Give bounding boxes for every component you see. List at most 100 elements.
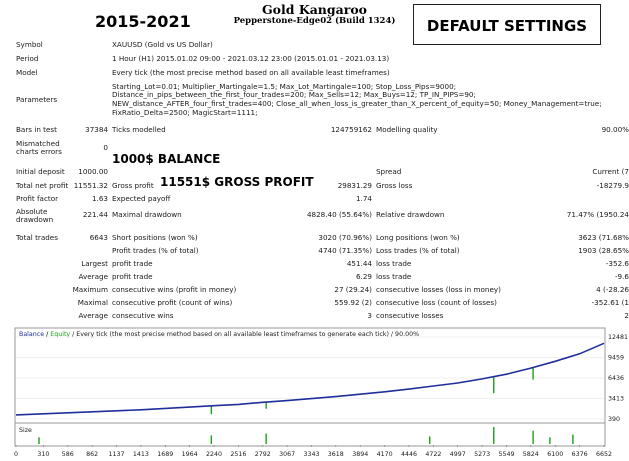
long-positions-label: Long positions (won %)	[376, 233, 460, 242]
spread-value: Current (7	[592, 167, 629, 176]
average-label: Average	[78, 272, 108, 281]
maximal-drawdown-value: 4828.40 (55.64%)	[306, 210, 372, 219]
y-tick-label: 6436	[608, 375, 624, 382]
symbol-label: Symbol	[16, 40, 43, 49]
y-tick-label: 9459	[608, 355, 624, 362]
net-profit-value: 11551.32	[73, 181, 108, 190]
initial-deposit-value: 1000.00	[78, 167, 108, 176]
absolute-drawdown-value: 221.44	[82, 210, 108, 219]
max-consecutive-wins-value: 27 (29.24)	[334, 285, 372, 294]
profit-factor-label: Profit factor	[16, 194, 59, 203]
largest-profit-value: 451.44	[346, 259, 372, 268]
balance-series-line	[15, 342, 605, 416]
x-tick-label: 4170	[377, 451, 393, 458]
size-bar	[572, 434, 574, 444]
x-tick-label: 6376	[572, 451, 588, 458]
absolute-drawdown-label: Absolute	[16, 207, 48, 216]
avg-consecutive-losses-value: 2	[624, 311, 629, 320]
x-tick-label: 1689	[157, 451, 173, 458]
gross-profit-value: 29831.29	[337, 181, 372, 190]
x-tick-label: 2516	[230, 451, 246, 458]
size-bar	[532, 430, 534, 444]
max-consecutive-losses-label: consecutive losses (loss in money)	[376, 285, 501, 294]
maximal-consecutive-loss-value: -352.61 (1	[591, 298, 629, 307]
loss-trades-label: Loss trades (% of total)	[376, 246, 460, 255]
spread-label: Spread	[376, 167, 402, 176]
x-tick-label: 3618	[328, 451, 344, 458]
x-tick-label: 0	[14, 451, 18, 458]
model-value: Every tick (the most precise method base…	[112, 68, 390, 77]
legend-separator: /	[44, 331, 50, 338]
legend-equity: Equity	[50, 331, 70, 338]
maximum-label: Maximum	[72, 285, 108, 294]
size-bar	[428, 436, 431, 444]
avg-consecutive-wins-label: consecutive wins	[112, 311, 174, 320]
size-bar	[210, 435, 213, 444]
y-tick-label: 12481	[608, 334, 628, 341]
x-tick-label: 1413	[133, 451, 149, 458]
loss-trades-value: 1903 (28.65%	[578, 246, 629, 255]
average-consecutive-label: Average	[78, 311, 108, 320]
default-settings-box: DEFAULT SETTINGS	[413, 4, 601, 45]
x-tick-label: 586	[62, 451, 74, 458]
expected-payoff-label: Expected payoff	[112, 194, 171, 203]
maximal-label: Maximal	[77, 298, 108, 307]
max-consecutive-wins-label: consecutive wins (profit in money)	[112, 285, 237, 294]
parameters-line: Starting_Lot=0.01; Multiplier_Martingale…	[112, 82, 457, 91]
total-trades-label: Total trades	[16, 233, 58, 242]
maximal-consecutive-profit-value: 559.92 (2)	[334, 298, 372, 307]
average-loss-value: -9.6	[614, 272, 629, 281]
report-title: Gold Kangaroo	[261, 2, 367, 17]
relative-drawdown-value: 71.47% (1950.24	[566, 210, 629, 219]
size-bar	[38, 437, 40, 444]
absolute-drawdown-label: drawdown	[16, 215, 54, 224]
x-tick-label: 1964	[182, 451, 198, 458]
parameters-label: Parameters	[16, 95, 58, 104]
total-trades-value: 6643	[89, 233, 108, 242]
parameters-line: NEW_distance_AFTER_four_first_trades=400…	[112, 99, 602, 108]
gross-loss-value: -18279.9	[596, 181, 629, 190]
x-tick-label: 3343	[303, 451, 319, 458]
parameters-line: FixRatio_Delta=2500; MagicStart=1111;	[112, 108, 258, 117]
size-bar	[265, 433, 267, 444]
gross-loss-label: Gross loss	[376, 181, 413, 190]
gross-profit-label: Gross profit	[112, 181, 154, 190]
largest-profit-label: profit trade	[112, 259, 153, 268]
size-label: Size	[19, 427, 32, 434]
average-loss-label: loss trade	[376, 272, 412, 281]
legend-description: / Every tick (the most precise method ba…	[70, 331, 419, 338]
quality-value: 90.00%	[601, 125, 629, 134]
short-positions-label: Short positions (won %)	[112, 233, 198, 242]
size-bar	[549, 437, 551, 444]
maximal-drawdown-label: Maximal drawdown	[112, 210, 182, 219]
mismatched-label: charts errors	[16, 147, 62, 156]
bars-label: Bars in test	[16, 125, 57, 134]
balance-annotation: 1000$ BALANCE	[112, 152, 221, 166]
mismatched-label: Mismatched	[16, 139, 60, 148]
largest-loss-label: loss trade	[376, 259, 412, 268]
quality-label: Modelling quality	[376, 125, 438, 134]
x-tick-label: 862	[86, 451, 98, 458]
y-tick-label: 390	[608, 416, 620, 423]
x-tick-label: 4997	[450, 451, 466, 458]
x-tick-label: 4722	[425, 451, 441, 458]
chart-frame	[14, 327, 606, 447]
chart-legend: Balance / Equity / Every tick (the most …	[19, 331, 419, 338]
gross-profit-annotation: 11551$ GROSS PROFIT	[160, 175, 314, 189]
ticks-value: 124759162	[330, 125, 372, 134]
parameters-line: Distance_in_pips_between_the_first_four_…	[112, 90, 476, 99]
x-tick-label: 1137	[108, 451, 124, 458]
bars-value: 37384	[85, 125, 108, 134]
mismatched-value: 0	[103, 143, 108, 152]
largest-label: Largest	[81, 259, 108, 268]
x-tick-label: 3894	[352, 451, 368, 458]
maximal-consecutive-profit-label: consecutive profit (count of wins)	[112, 298, 233, 307]
ticks-label: Ticks modelled	[112, 125, 166, 134]
net-profit-label: Total net profit	[16, 181, 69, 190]
x-tick-label: 5549	[498, 451, 514, 458]
years-annotation: 2015-2021	[95, 12, 191, 31]
balance-chart: Balance / Equity / Every tick (the most …	[14, 327, 628, 458]
x-tick-label: 2240	[206, 451, 222, 458]
profit-factor-value: 1.63	[91, 194, 108, 203]
x-tick-label: 5273	[474, 451, 490, 458]
